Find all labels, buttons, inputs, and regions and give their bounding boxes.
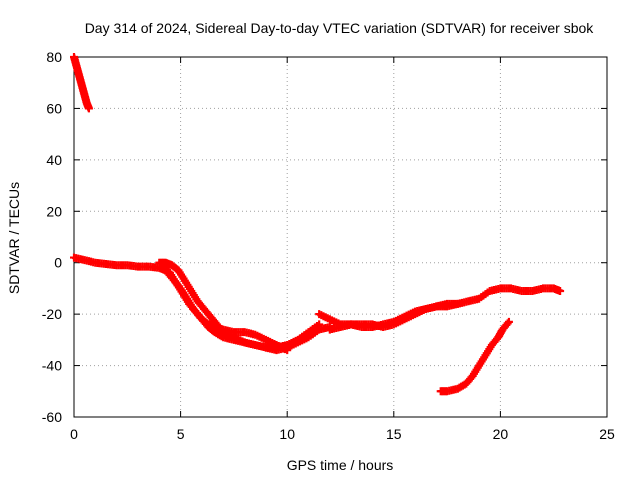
x-tick-label: 5	[177, 426, 185, 442]
y-tick-label: 40	[46, 152, 62, 168]
grid-lines	[74, 57, 607, 417]
data-point-marker	[504, 317, 513, 326]
x-tick-label: 0	[70, 426, 78, 442]
series-arc-6	[325, 299, 462, 334]
chart-title: Day 314 of 2024, Sidereal Day-to-day VTE…	[85, 20, 595, 36]
x-tick-labels: 0 5 10 15 20 25	[70, 426, 615, 442]
data-points	[70, 53, 565, 396]
x-tick-label: 15	[386, 426, 402, 442]
data-point-marker	[503, 319, 512, 328]
y-tick-label: 0	[54, 255, 62, 271]
series-arc-1	[70, 53, 93, 113]
series-arc-7	[436, 317, 513, 396]
data-point-marker	[453, 299, 462, 308]
y-tick-label: 20	[46, 203, 62, 219]
y-tick-label: -20	[42, 306, 62, 322]
data-point-marker	[556, 287, 565, 295]
y-axis-label: SDTVAR / TECUs	[6, 182, 22, 294]
x-tick-label: 10	[279, 426, 295, 442]
axis-ticks	[73, 56, 608, 418]
y-tick-label: -60	[42, 409, 62, 425]
series-arc-4	[159, 263, 334, 355]
plot-area-border	[73, 56, 608, 418]
data-point-marker	[84, 104, 93, 113]
x-tick-label: 25	[599, 426, 615, 442]
y-tick-labels: -60 -40 -20 0 20 40 60 80	[42, 49, 62, 425]
y-tick-label: -40	[42, 358, 62, 374]
x-axis-label: GPS time / hours	[287, 457, 394, 473]
x-tick-label: 20	[493, 426, 509, 442]
y-tick-label: 80	[46, 49, 62, 65]
y-tick-label: 60	[46, 100, 62, 116]
